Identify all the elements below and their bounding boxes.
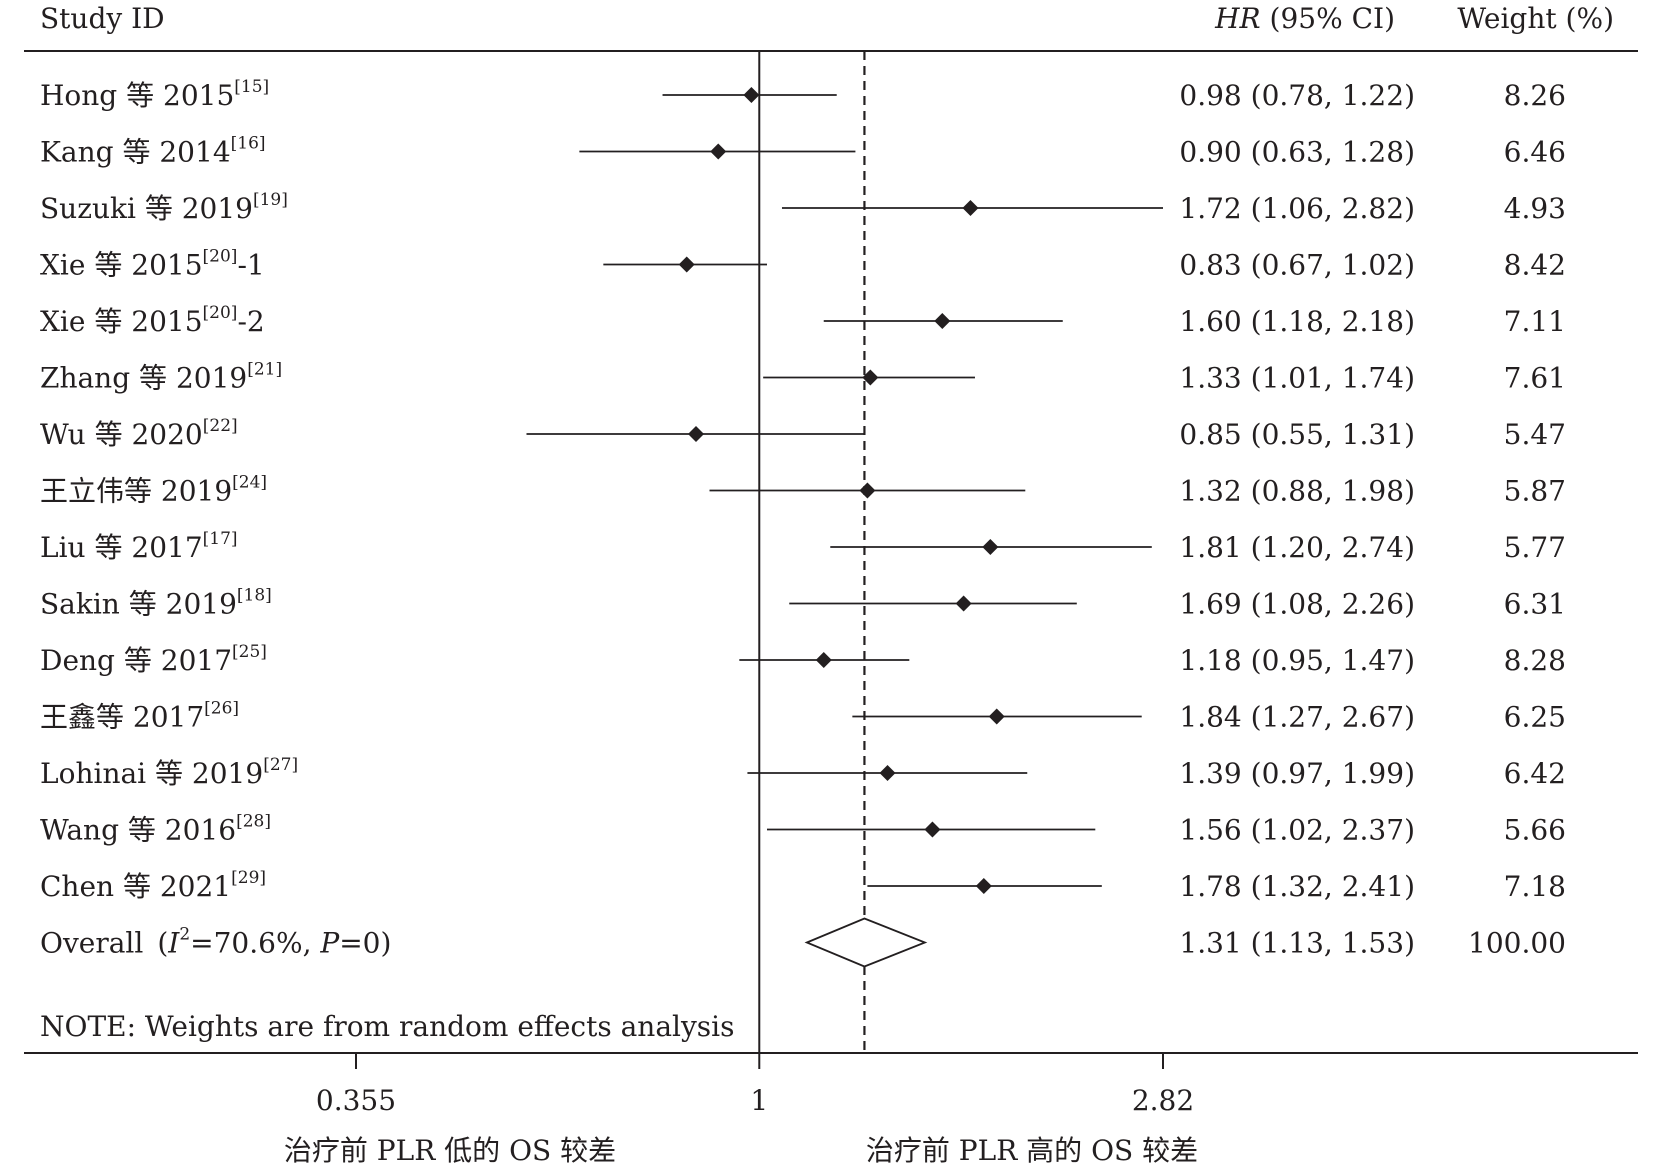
footnote: NOTE: Weights are from random effects an… [40,1010,734,1043]
study-weight: 5.66 [1504,814,1566,847]
point-estimate [934,313,951,329]
study-label: Xie 等 2015[20]-2 [40,303,265,338]
plot-lines [24,50,1638,1069]
plot-text: 0.355 1 2.82 Study ID HR (95% CI) Weight (%) H… [40,2,1614,1167]
study-hr-ci: 1.84 (1.27, 2.67) [1179,701,1415,734]
study-hr-ci: 1.69 (1.08, 2.26) [1179,588,1415,621]
overall-diamond [804,917,928,968]
study-hr-ci: 0.83 (0.67, 1.02) [1179,249,1415,282]
study-weight: 7.61 [1504,362,1566,395]
study-hr-ci: 1.33 (1.01, 1.74) [1179,362,1415,395]
point-estimate [962,200,979,216]
study-ref: [17] [203,529,238,549]
point-estimate [859,482,876,499]
study-ref: [20] [203,247,238,267]
study-label: Liu 等 2017[17] [40,529,238,564]
overall-hr-ci: 1.31 (1.13, 1.53) [1179,927,1415,960]
study-label: Wu 等 2020[22] [40,416,238,451]
study-label: Sakin 等 2019[18] [40,586,272,621]
study-label: Zhang 等 2019[21] [40,360,282,395]
point-estimate [988,708,1005,725]
study-hr-ci: 0.98 (0.78, 1.22) [1179,79,1415,112]
header-weight: Weight (%) [1457,2,1614,35]
study-hr-ci: 1.18 (0.95, 1.47) [1179,644,1415,677]
overall-weight: 100.00 [1468,927,1566,960]
point-estimate [678,256,695,273]
study-suffix: -1 [237,249,264,282]
point-estimate [982,539,999,555]
study-hr-ci: 0.90 (0.63, 1.28) [1179,136,1415,169]
study-label: 王鑫等 2017[26] [40,699,239,734]
study-label: Kang 等 2014[16] [40,134,266,169]
study-weight: 6.46 [1504,136,1566,169]
study-hr-ci: 1.81 (1.20, 2.74) [1179,531,1415,564]
point-estimate [815,652,832,668]
study-ref: [19] [253,190,288,210]
study-label: Xie 等 2015[20]-1 [40,247,265,282]
study-weight: 5.87 [1504,475,1566,508]
study-hr-ci: 1.39 (0.97, 1.99) [1179,757,1415,790]
study-ref: [20] [203,303,238,323]
point-estimate [879,765,896,781]
study-label: Chen 等 2021[29] [40,868,266,903]
study-label: Lohinai 等 2019[27] [40,755,298,790]
study-hr-ci: 1.32 (0.88, 1.98) [1179,475,1415,508]
x-tick-label: 1 [750,1084,768,1117]
point-estimate [743,87,760,103]
study-ref: [24] [232,473,267,493]
study-ref: [29] [231,868,266,888]
study-hr-ci: 1.60 (1.18, 2.18) [1179,305,1415,338]
study-hr-ci: 1.56 (1.02, 2.37) [1179,814,1415,847]
study-ref: [16] [231,134,266,154]
study-weight: 5.47 [1504,418,1566,451]
x-tick-label: 2.82 [1132,1084,1194,1117]
header-hr-ci: HR (95% CI) [1214,2,1395,35]
study-ref: [27] [263,755,298,775]
x-caption-right: 治疗前 PLR 高的 OS 较差 [866,1134,1198,1167]
study-weight: 4.93 [1504,192,1566,225]
study-ref: [26] [204,699,239,719]
plot-marks [526,87,1163,968]
study-ref: [18] [237,586,272,606]
study-ref: [28] [236,812,271,832]
study-hr-ci: 1.72 (1.06, 2.82) [1179,192,1415,225]
study-label: Deng 等 2017[25] [40,642,267,677]
study-ref: [21] [247,360,282,380]
point-estimate [975,878,992,894]
study-ref: [22] [203,416,238,436]
study-weight: 6.42 [1504,757,1566,790]
study-suffix: -2 [237,305,264,338]
study-weight: 8.28 [1504,644,1566,677]
x-tick-label: 0.355 [316,1084,396,1117]
study-ref: [25] [232,642,267,662]
point-estimate [955,595,972,612]
study-hr-ci: 1.78 (1.32, 2.41) [1179,870,1415,903]
study-weight: 8.26 [1504,79,1566,112]
header-study-id: Study ID [40,2,165,35]
study-weight: 8.42 [1504,249,1566,282]
study-weight: 7.18 [1504,870,1566,903]
study-label: Wang 等 2016[28] [40,812,271,847]
study-label: Suzuki 等 2019[19] [40,190,288,225]
study-label: Hong 等 2015[15] [40,77,269,112]
study-hr-ci: 0.85 (0.55, 1.31) [1179,418,1415,451]
study-label: 王立伟等 2019[24] [40,473,267,508]
study-weight: 7.11 [1504,305,1566,338]
study-weight: 5.77 [1504,531,1566,564]
study-ref: [15] [234,77,269,97]
study-weight: 6.31 [1504,588,1566,621]
point-estimate [862,369,879,386]
study-weight: 6.25 [1504,701,1566,734]
point-estimate [924,821,941,838]
overall-label: Overall (I2=70.6%, P=0) [40,925,391,960]
point-estimate [687,426,704,442]
point-estimate [710,143,727,160]
x-caption-left: 治疗前 PLR 低的 OS 较差 [284,1134,616,1167]
